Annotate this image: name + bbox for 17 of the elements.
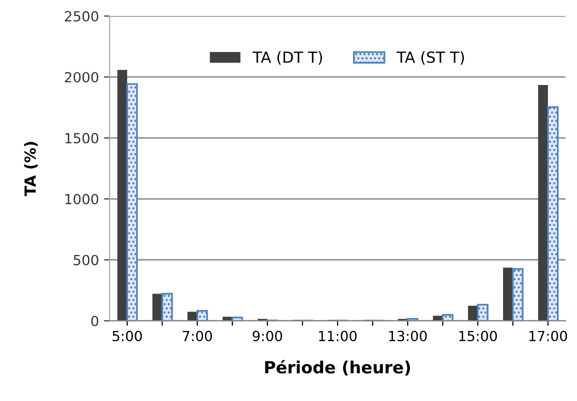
y-tick-label: 2500 xyxy=(64,11,98,22)
y-tick-label: 1000 xyxy=(65,194,98,204)
x-tick-label: 15:00 xyxy=(459,330,497,342)
x-tick-label: 7:00 xyxy=(182,330,212,342)
x-axis-title: Période (heure) xyxy=(265,360,410,376)
y-tick-label: 500 xyxy=(74,254,98,266)
legend-label: TA (ST T) xyxy=(396,51,464,65)
y-tick-label: 2000 xyxy=(64,72,98,82)
legend-label: TA (DT T) xyxy=(252,51,322,65)
y-axis-title: TA (%) xyxy=(24,142,38,196)
x-tick-label: 11:00 xyxy=(319,330,357,342)
y-tick-label: 0 xyxy=(91,316,98,326)
x-tick-label: 5:00 xyxy=(112,330,142,342)
x-tick-label: 13:00 xyxy=(389,330,427,342)
y-tick-label: 1500 xyxy=(65,132,98,144)
x-tick-label: 9:00 xyxy=(252,330,282,342)
x-tick-label: 17:00 xyxy=(529,330,568,342)
